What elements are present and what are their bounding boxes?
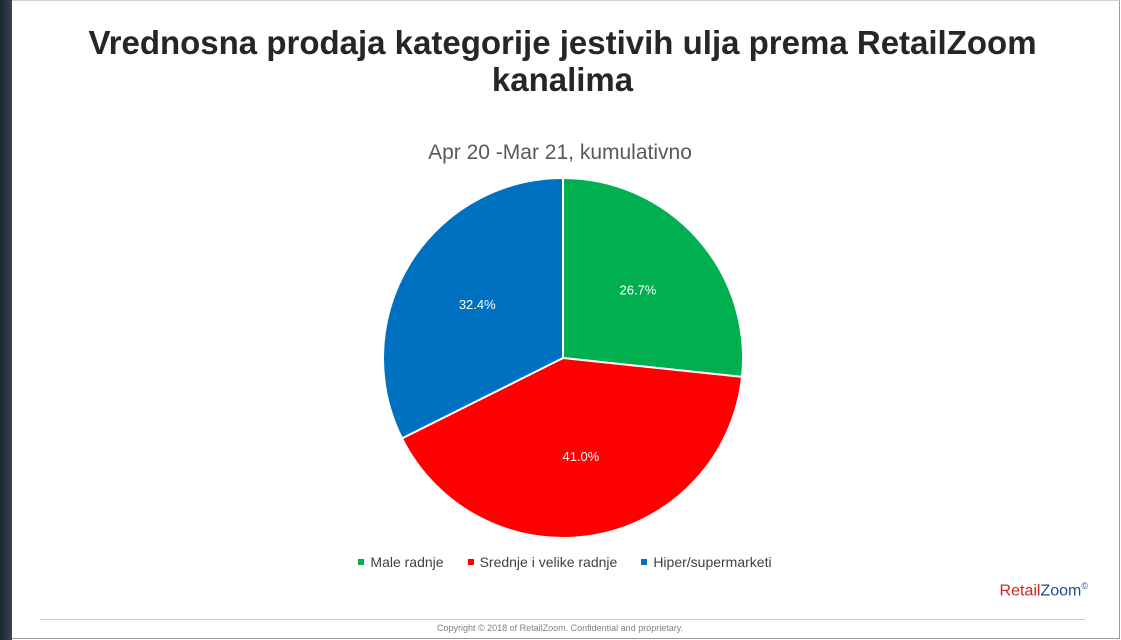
chart-subtitle: Apr 20 -Mar 21, kumulativno xyxy=(428,141,692,164)
data-label-srednje-i-velike-radnje: 41.0% xyxy=(562,449,599,464)
legend-item-hiper-supermarketi: Hiper/supermarketi xyxy=(641,554,772,570)
footer-divider xyxy=(40,619,1085,620)
legend-item-male-radnje: Male radnje xyxy=(358,554,444,570)
slide-frame xyxy=(12,0,1120,639)
legend-label-male-radnje: Male radnje xyxy=(370,554,444,570)
pie-chart: 26.7% 41.0% 32.4% xyxy=(382,176,744,539)
legend-swatch-hiper-supermarketi xyxy=(641,559,648,565)
legend-swatch-srednje-i-velike-radnje xyxy=(467,559,474,565)
legend-label-srednje-i-velike-radnje: Srednje i velike radnje xyxy=(479,554,618,570)
data-label-male-radnje: 26.7% xyxy=(619,283,656,298)
retailzoom-logo: RetailZoom© xyxy=(960,581,1088,600)
slide-left-edge xyxy=(0,0,12,640)
chart-title: Vrednosna prodaja kategorije jestivih ul… xyxy=(88,24,1037,98)
logo-copyright-mark: © xyxy=(1081,581,1088,591)
pie-slice-male-radnje xyxy=(562,176,744,378)
legend-label-hiper-supermarketi: Hiper/supermarketi xyxy=(653,554,772,570)
logo-zoom-text: Zoom xyxy=(1040,582,1082,600)
copyright-text: Copyright © 2018 of RetailZoom. Confiden… xyxy=(436,623,684,633)
legend: Male radnje Srednje i velike radnje Hipe… xyxy=(300,554,830,570)
pie-slice-srednje-i-velike-radnje xyxy=(400,356,744,539)
legend-item-srednje-i-velike-radnje: Srednje i velike radnje xyxy=(467,554,618,570)
logo-retail-text: Retail xyxy=(999,582,1041,600)
legend-swatch-male-radnje xyxy=(358,559,365,565)
data-label-hiper-supermarketi: 32.4% xyxy=(459,297,496,312)
pie-slice-hiper-supermarketi xyxy=(382,176,564,440)
